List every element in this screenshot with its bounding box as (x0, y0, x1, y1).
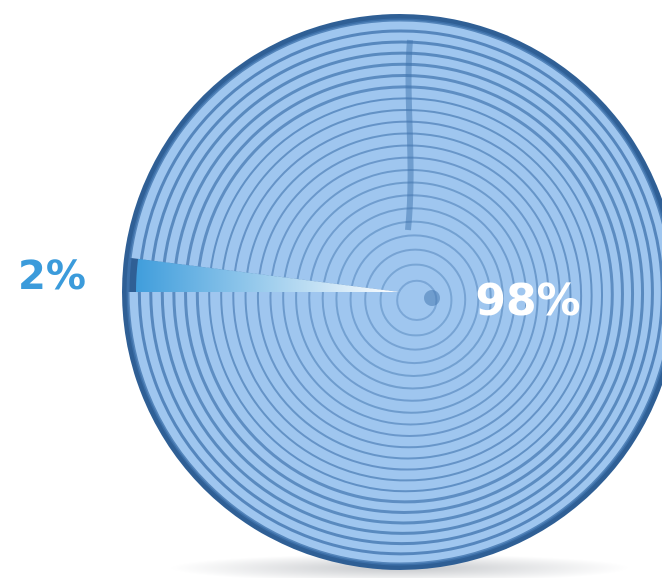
pith-crack (405, 39, 414, 231)
pith (424, 290, 440, 306)
tree-ring (321, 207, 504, 390)
tree-ring (126, 18, 662, 566)
data-label: 2% (18, 253, 86, 299)
tree-ring (160, 51, 645, 535)
tree-ring (172, 62, 635, 525)
tree-ring (184, 74, 624, 514)
tree-ring (364, 248, 467, 351)
tree-ring (195, 85, 614, 504)
data-label: 98% (475, 275, 580, 326)
tree-ring (208, 97, 604, 493)
tree-ring (379, 263, 453, 337)
tree-ring (149, 40, 654, 546)
pie-slice (136, 258, 400, 292)
wood-disc (122, 14, 662, 570)
tree-ring (137, 29, 662, 556)
tree-ring (349, 234, 480, 365)
tree-ring (335, 220, 492, 378)
